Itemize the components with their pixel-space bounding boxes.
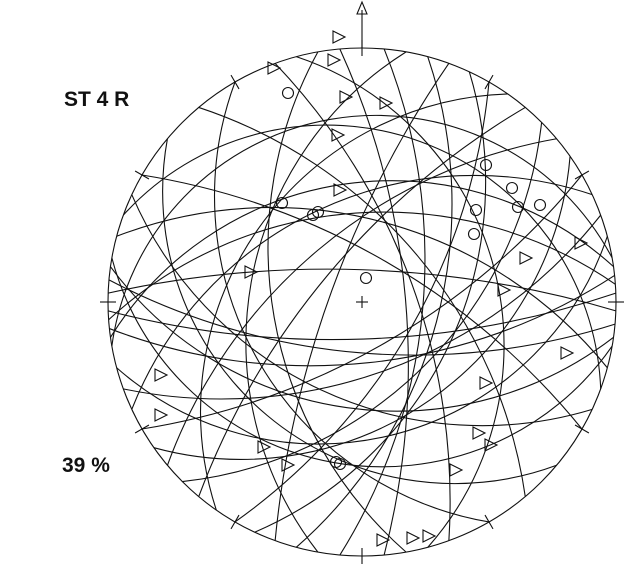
plot-elements xyxy=(100,30,624,564)
great-circle xyxy=(116,206,608,369)
pole-circle xyxy=(275,196,289,210)
great-circle xyxy=(110,266,614,412)
great-circle xyxy=(274,62,451,541)
pole-circle xyxy=(281,86,295,100)
great-circle xyxy=(111,114,613,347)
pole-triangle xyxy=(331,128,346,142)
pole-triangle xyxy=(497,283,512,297)
north-arrow xyxy=(356,0,368,15)
great-circle xyxy=(131,174,593,410)
pole-triangle xyxy=(479,376,494,390)
great-circle xyxy=(245,51,407,553)
pole-circle xyxy=(533,198,547,212)
pole-triangle xyxy=(472,426,487,440)
pole-triangle xyxy=(154,408,169,422)
pole-circle xyxy=(469,203,483,217)
great-circle xyxy=(339,48,426,556)
great-circle xyxy=(296,56,505,548)
pole-triangle xyxy=(574,236,589,250)
great-circle xyxy=(131,194,593,427)
pole-triangle xyxy=(339,90,354,104)
pole-triangle xyxy=(327,53,342,67)
pole-circle xyxy=(329,455,343,469)
pole-circle xyxy=(359,271,373,285)
great-circle xyxy=(108,211,616,321)
pole-triangle xyxy=(422,529,437,543)
great-circle xyxy=(122,124,602,389)
great-circle xyxy=(141,174,583,430)
great-circle xyxy=(200,93,508,511)
pole-triangle xyxy=(154,368,169,382)
great-circle xyxy=(254,71,487,533)
great-circle xyxy=(166,138,557,466)
pole-triangle xyxy=(281,458,296,472)
pole-circle xyxy=(467,227,481,241)
great-circle xyxy=(111,257,613,468)
pole-triangle xyxy=(333,183,348,197)
great-circle xyxy=(109,274,615,367)
tick xyxy=(484,74,494,90)
great-circle xyxy=(234,81,490,523)
pole-triangle xyxy=(449,463,464,477)
pole-circle xyxy=(311,205,325,219)
pole-triangle xyxy=(376,533,391,547)
great-circle xyxy=(123,214,602,400)
station-label: ST 4 R xyxy=(64,88,129,111)
great-circle xyxy=(108,279,616,356)
great-circle xyxy=(110,180,614,338)
great-circle xyxy=(267,51,407,553)
pole-circle xyxy=(511,200,525,214)
percent-label: 39 % xyxy=(62,454,110,477)
pole-triangle xyxy=(406,531,421,545)
great-circle xyxy=(295,56,453,548)
pole-circle xyxy=(479,158,493,172)
great-circle xyxy=(198,106,526,497)
pole-triangle xyxy=(484,438,499,452)
pole-triangle xyxy=(332,30,347,44)
pole-triangle xyxy=(519,251,534,265)
great-circle xyxy=(274,63,450,541)
great-circle xyxy=(339,48,409,556)
great-circle xyxy=(213,81,490,523)
great-circle xyxy=(108,292,617,341)
great-circle xyxy=(153,156,571,460)
pole-triangle xyxy=(257,440,272,454)
great-circle xyxy=(108,268,617,312)
pole-triangle xyxy=(560,346,575,360)
pole-circle xyxy=(505,181,519,195)
great-circle xyxy=(198,106,526,497)
great-circle xyxy=(162,138,557,485)
pole-triangle xyxy=(244,265,259,279)
great-circle xyxy=(182,122,543,483)
great-circle xyxy=(141,174,583,430)
pole-triangle xyxy=(379,96,394,110)
pole-triangle xyxy=(267,61,282,75)
